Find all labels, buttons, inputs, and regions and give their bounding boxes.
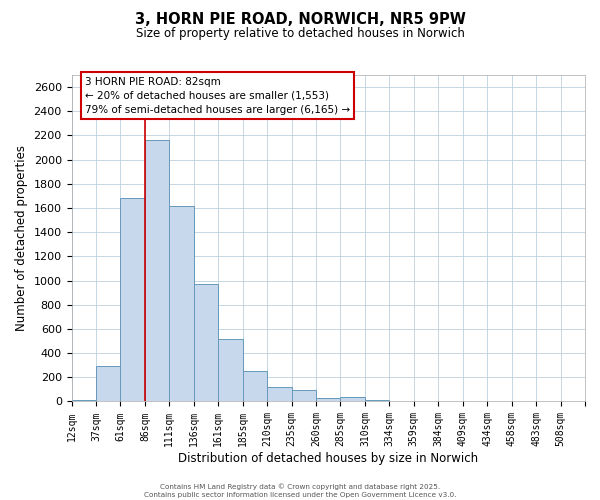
Bar xyxy=(121,198,145,402)
Y-axis label: Number of detached properties: Number of detached properties xyxy=(15,145,28,331)
Text: Size of property relative to detached houses in Norwich: Size of property relative to detached ho… xyxy=(136,28,464,40)
Bar xyxy=(389,401,414,402)
Bar xyxy=(71,400,96,402)
Text: Contains HM Land Registry data © Crown copyright and database right 2025.
Contai: Contains HM Land Registry data © Crown c… xyxy=(144,483,456,498)
Bar xyxy=(340,396,365,402)
Bar xyxy=(292,390,316,402)
Bar xyxy=(194,284,218,402)
Bar xyxy=(316,398,340,402)
Text: 3, HORN PIE ROAD, NORWICH, NR5 9PW: 3, HORN PIE ROAD, NORWICH, NR5 9PW xyxy=(134,12,466,28)
X-axis label: Distribution of detached houses by size in Norwich: Distribution of detached houses by size … xyxy=(178,452,478,465)
Bar xyxy=(365,400,389,402)
Bar xyxy=(218,338,242,402)
Bar xyxy=(169,206,194,402)
Bar xyxy=(96,366,121,402)
Bar xyxy=(145,140,169,402)
Text: 3 HORN PIE ROAD: 82sqm
← 20% of detached houses are smaller (1,553)
79% of semi-: 3 HORN PIE ROAD: 82sqm ← 20% of detached… xyxy=(85,76,350,114)
Bar xyxy=(267,387,292,402)
Bar xyxy=(242,370,267,402)
